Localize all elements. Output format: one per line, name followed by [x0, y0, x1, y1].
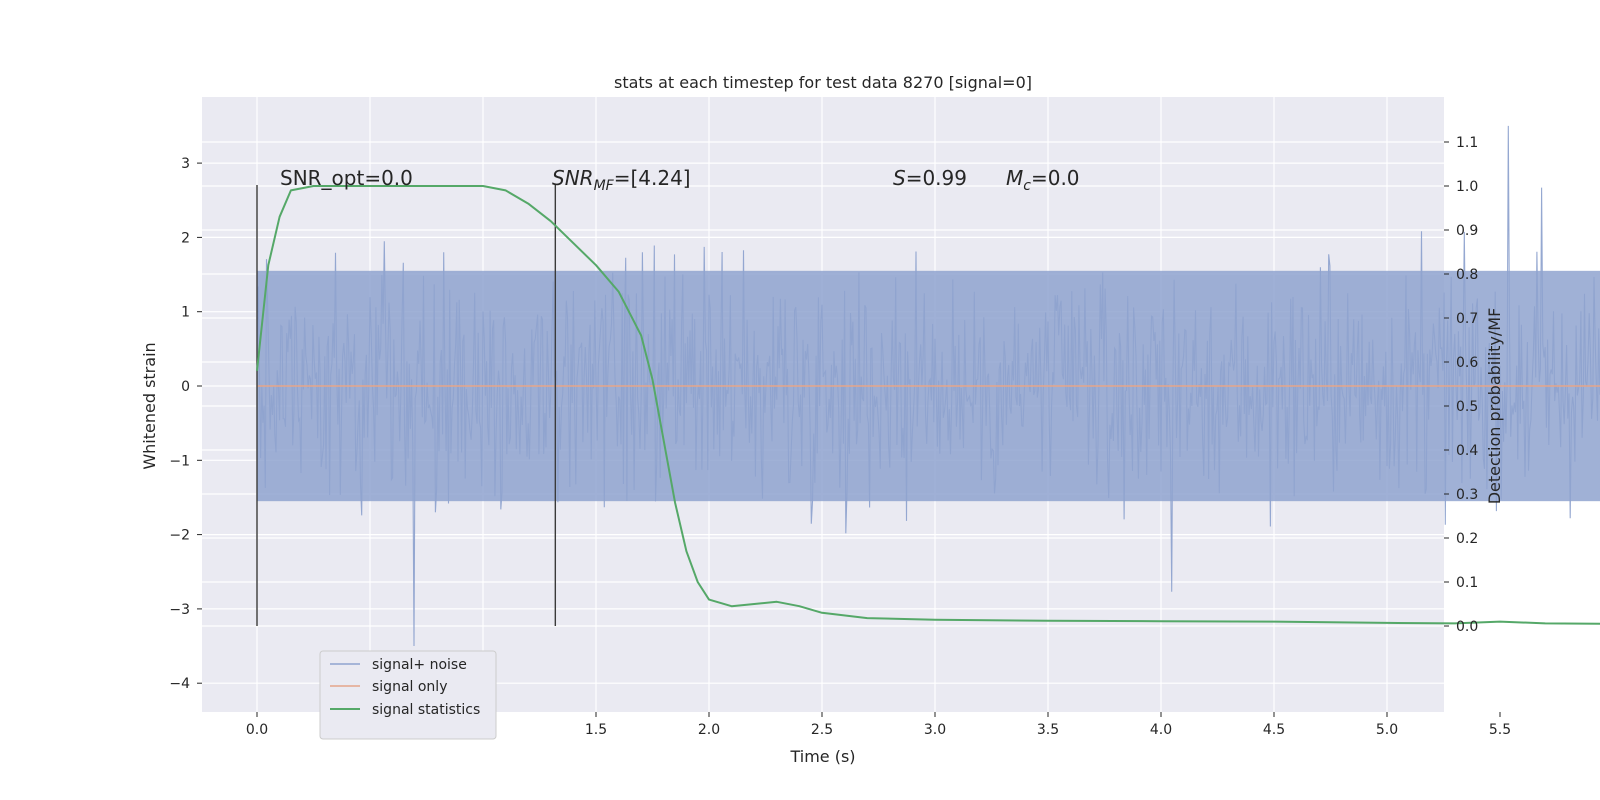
- x-axis-label: Time (s): [789, 747, 855, 766]
- s-main: S: [893, 166, 906, 190]
- y2-tick-label: 1.1: [1456, 135, 1478, 151]
- legend-box: [319, 650, 497, 740]
- y-tick-label: 1: [181, 305, 190, 321]
- y2-tick-label: 0.0: [1456, 619, 1478, 635]
- s-value: =0.99: [906, 166, 967, 190]
- mc-main: M: [1006, 166, 1023, 190]
- snr-mf-main: SNR: [552, 166, 594, 190]
- annotation-s: S=0.99: [893, 166, 967, 190]
- legend-label-signal-noise: signal+ noise: [372, 657, 467, 673]
- x-tick-label: 0.0: [246, 722, 268, 738]
- mc-value: =0.0: [1031, 166, 1080, 190]
- legend: signal+ noise signal only signal statist…: [319, 650, 497, 740]
- snr-mf-sub: MF: [594, 178, 615, 194]
- y2-tick-label: 0.7: [1456, 311, 1478, 327]
- signal-statistics-line: [256, 185, 1600, 625]
- y2-tick-label: 0.2: [1456, 531, 1478, 547]
- y-tick-label: 0: [181, 379, 190, 395]
- y2-tick-label: 0.1: [1456, 575, 1478, 591]
- y-tick-label: 2: [181, 230, 190, 246]
- y2-tick-label: 0.5: [1456, 399, 1478, 415]
- x-tick-label: 4.5: [1263, 722, 1285, 738]
- chart-title: stats at each timestep for test data 827…: [614, 73, 1032, 92]
- y-axis-label: Whitened strain: [140, 342, 159, 469]
- y2-tick-label: 1.0: [1456, 179, 1478, 195]
- y-tick-label: −2: [169, 528, 190, 544]
- x-tick-label: 3.0: [924, 722, 946, 738]
- y-tick-label: −1: [169, 453, 190, 469]
- x-tick-label: 2.0: [698, 722, 720, 738]
- series-signal-statistics: [256, 185, 1600, 625]
- annotation-snr-mf: SNRMF=[4.24]: [552, 166, 691, 194]
- y2-tick-label: 0.6: [1456, 355, 1478, 371]
- x-tick-label: 1.5: [585, 722, 607, 738]
- mc-sub: c: [1023, 178, 1031, 194]
- x-tick-label: 5.0: [1376, 722, 1398, 738]
- y2-axis-label: Detection probability/MF: [1485, 308, 1504, 505]
- y-tick-label: −3: [169, 602, 190, 618]
- y2-tick-label: 0.8: [1456, 267, 1478, 283]
- snr-mf-value: =[4.24]: [614, 166, 691, 190]
- x-tick-label: 4.0: [1150, 722, 1172, 738]
- legend-label-signal-only: signal only: [372, 679, 447, 695]
- y-tick-labels: 3 2 1 0 −1 −2 −3 −4: [169, 156, 202, 692]
- annotation-mc: Mc=0.0: [1006, 166, 1080, 194]
- y2-tick-label: 0.3: [1456, 487, 1478, 503]
- y2-tick-labels: 1.1 1.0 0.9 0.8 0.7 0.6 0.5 0.4 0.3 0.2 0.1 0.0: [1444, 135, 1478, 635]
- vertical-markers: [256, 185, 557, 626]
- x-tick-label: 5.5: [1489, 722, 1511, 738]
- legend-label-signal-statistics: signal statistics: [372, 702, 480, 718]
- annotation-snr-opt: SNR_opt=0.0: [280, 166, 413, 190]
- x-tick-label: 2.5: [811, 722, 833, 738]
- y2-tick-label: 0.9: [1456, 223, 1478, 239]
- y-tick-label: 3: [181, 156, 190, 172]
- y-tick-label: −4: [169, 676, 190, 692]
- y2-tick-label: 0.4: [1456, 443, 1478, 459]
- x-tick-label: 3.5: [1037, 722, 1059, 738]
